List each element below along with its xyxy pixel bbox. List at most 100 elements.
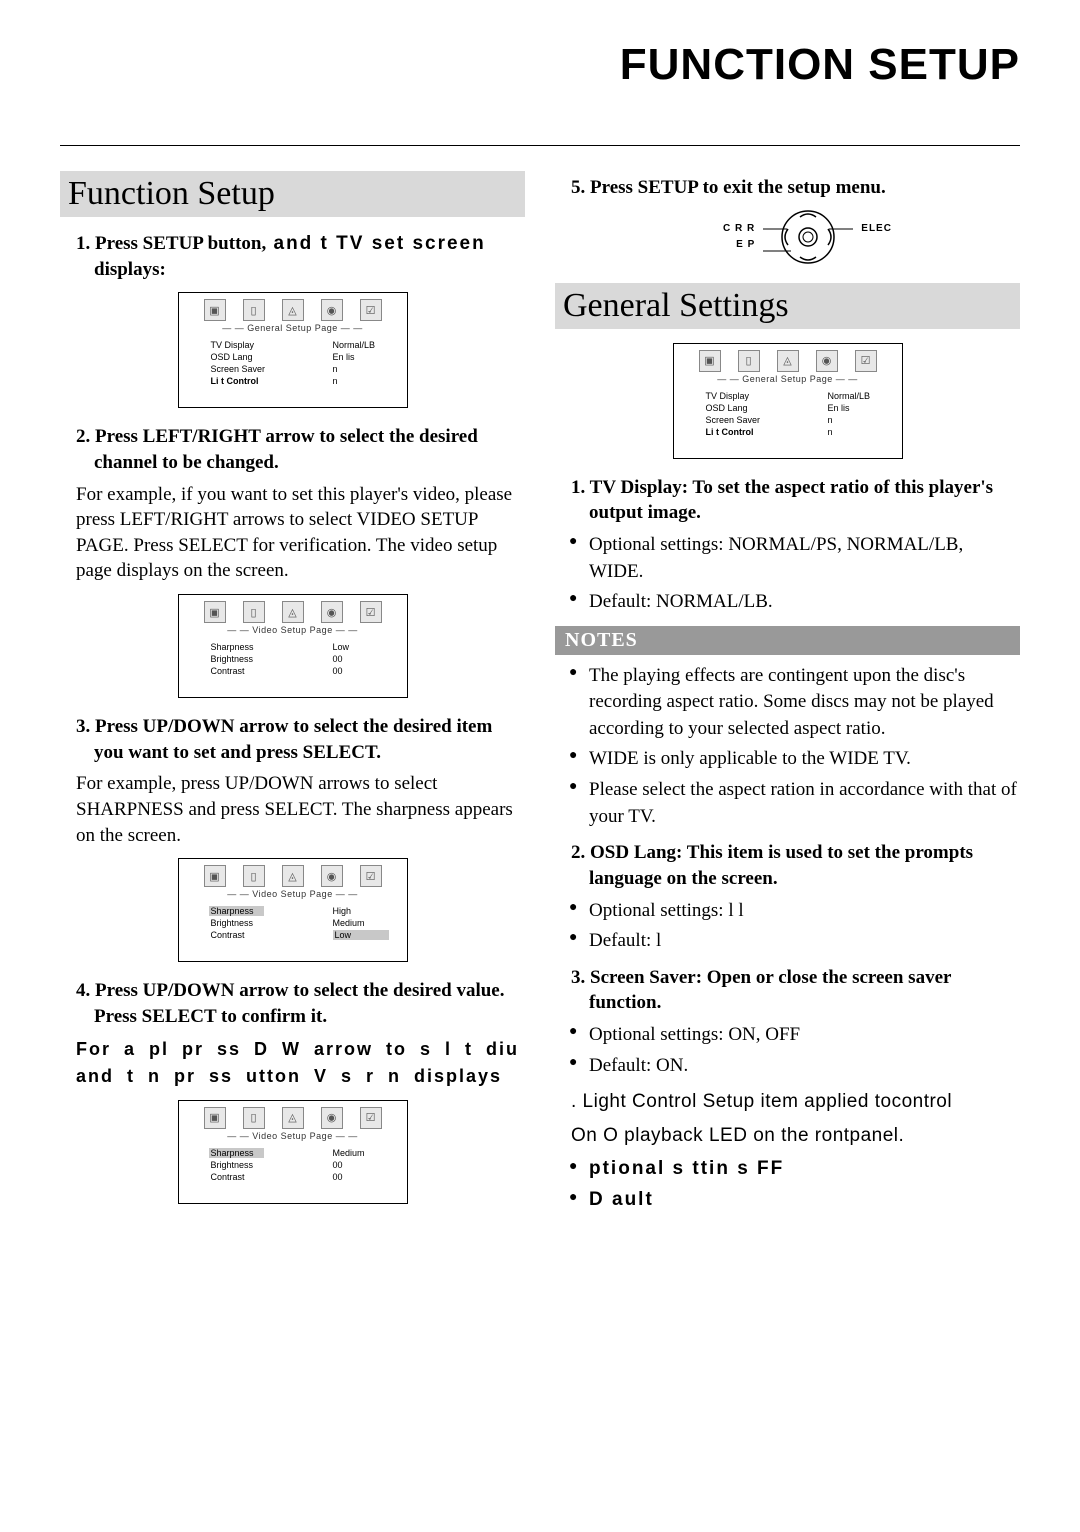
osd-val: Low	[333, 930, 389, 940]
screen-saver-bullets: Optional settings: ON, OFF Default: ON.	[555, 1022, 1020, 1079]
osd-val: Normal/LB	[828, 391, 884, 401]
remote-label-right: ELEC	[861, 221, 892, 253]
osd-key: Screen Saver	[211, 364, 333, 374]
osd-key: Brightness	[211, 918, 333, 928]
bullet-item: Optional settings: NORMAL/PS, NORMAL/LB,…	[569, 532, 1020, 585]
osd-general-setup-2: ▣ ▯ ◬ ◉ ☑ — — General Setup Page — — TV …	[673, 343, 903, 459]
osd-video-setup-2: ▣ ▯ ◬ ◉ ☑ — — Video Setup Page — — Sharp…	[178, 858, 408, 962]
osd-row: TV DisplayNormal/LB	[682, 390, 894, 402]
step-2-para: For example, if you want to set this pla…	[68, 482, 525, 585]
osd-key: Sharpness	[209, 1148, 264, 1158]
remote-diagram: C R R E P ELEC	[595, 207, 1020, 267]
speaker-icon: ▯	[243, 601, 265, 623]
step-2: 2. Press LEFT/RIGHT arrow to select the …	[68, 424, 525, 475]
globe-icon: ◉	[321, 299, 343, 321]
speaker-icon: ▯	[738, 350, 760, 372]
osd-row: Contrast00	[187, 665, 399, 677]
note-icon: ◬	[282, 601, 304, 623]
osd-val: High	[333, 906, 389, 916]
step-4-example: For a pl pr ss D W arrow to s l t diu an…	[76, 1036, 525, 1090]
osd-key: Brightness	[211, 1160, 333, 1170]
osd-video-setup-1: ▣ ▯ ◬ ◉ ☑ — — Video Setup Page — — Sharp…	[178, 594, 408, 698]
osd-row: Brightness00	[187, 1159, 399, 1171]
check-icon: ☑	[360, 299, 382, 321]
osd-row: BrightnessMedium	[187, 917, 399, 929]
speaker-icon: ▯	[243, 299, 265, 321]
osd-row: SharpnessLow	[187, 641, 399, 653]
light-control-para1: . Light Control Setup item applied tocon…	[563, 1089, 1020, 1115]
osd-row: OSD LangEn lis	[187, 351, 399, 363]
monitor-icon: ▣	[204, 1107, 226, 1129]
right-column: 5. Press SETUP to exit the setup menu. C…	[555, 171, 1020, 1224]
spacer	[264, 906, 333, 916]
osd-key: Sharpness	[211, 642, 333, 652]
bullet-item: The playing effects are contingent upon …	[569, 663, 1020, 743]
osd-lang-bullets: Optional settings: l l Default: l	[555, 898, 1020, 955]
osd-key: OSD Lang	[706, 403, 828, 413]
osd-icon-row: ▣ ▯ ◬ ◉ ☑	[187, 1107, 399, 1129]
note-icon: ◬	[777, 350, 799, 372]
step-3-para: For example, press UP/DOWN arrows to sel…	[68, 771, 525, 848]
bullet-item: Optional settings: ON, OFF	[569, 1022, 1020, 1049]
step-1-thin: and t TV set screen	[266, 233, 486, 254]
osd-row: Screen Savern	[187, 363, 399, 375]
osd-key: TV Display	[706, 391, 828, 401]
step-1-cont: displays:	[94, 259, 166, 280]
osd-val: En lis	[828, 403, 884, 413]
osd-row: Li t Controln	[682, 426, 894, 438]
bullet-item: D ault	[569, 1187, 1020, 1214]
two-column-layout: Function Setup 1. Press SETUP button, an…	[60, 171, 1020, 1224]
osd-row: Li t Controln	[187, 375, 399, 387]
bullet-item: Default: l	[569, 928, 1020, 955]
osd-key: Li t Control	[706, 427, 828, 437]
osd-row: TV DisplayNormal/LB	[187, 339, 399, 351]
remote-label-cursor: C R R	[723, 221, 755, 237]
notes-bullets: The playing effects are contingent upon …	[555, 663, 1020, 831]
osd-icon-row: ▣ ▯ ◬ ◉ ☑	[187, 601, 399, 623]
monitor-icon: ▣	[204, 601, 226, 623]
osd-val: n	[828, 427, 884, 437]
horizontal-rule	[60, 145, 1020, 146]
light-control-para2: On O playback LED on the rontpanel.	[563, 1123, 1020, 1149]
remote-label-elec: ELEC	[861, 221, 892, 237]
check-icon: ☑	[855, 350, 877, 372]
section-header-general-settings: General Settings	[555, 283, 1020, 329]
osd-lang-heading: 2. OSD Lang: This item is used to set th…	[563, 840, 1020, 891]
osd-val: 00	[333, 1160, 389, 1170]
osd-val: Medium	[333, 1148, 389, 1158]
osd-val: n	[333, 376, 389, 386]
osd-val: 00	[333, 1172, 389, 1182]
check-icon: ☑	[360, 601, 382, 623]
globe-icon: ◉	[321, 1107, 343, 1129]
globe-icon: ◉	[816, 350, 838, 372]
osd-val: n	[333, 364, 389, 374]
tv-display-bullets: Optional settings: NORMAL/PS, NORMAL/LB,…	[555, 532, 1020, 616]
osd-key: Contrast	[211, 1172, 333, 1182]
osd-key: Screen Saver	[706, 415, 828, 425]
osd-row: Brightness00	[187, 653, 399, 665]
page-title: FUNCTION SETUP	[60, 40, 1020, 90]
osd-row: Screen Savern	[682, 414, 894, 426]
spacer	[264, 1148, 333, 1158]
check-icon: ☑	[360, 1107, 382, 1129]
remote-label-left: C R R E P	[723, 221, 755, 253]
osd-row: OSD LangEn lis	[682, 402, 894, 414]
section-header-function-setup: Function Setup	[60, 171, 525, 217]
osd-row: Sharpness Medium	[187, 1147, 399, 1159]
osd-key: Contrast	[211, 666, 333, 676]
monitor-icon: ▣	[699, 350, 721, 372]
bullet-item: Optional settings: l l	[569, 898, 1020, 925]
osd-val: Normal/LB	[333, 340, 389, 350]
tv-display-heading: 1. TV Display: To set the aspect ratio o…	[563, 475, 1020, 526]
osd-icon-row: ▣ ▯ ◬ ◉ ☑	[187, 299, 399, 321]
osd-key: Brightness	[211, 654, 333, 664]
step-5: 5. Press SETUP to exit the setup menu.	[563, 175, 1020, 201]
bullet-item: ptional s ttin s FF	[569, 1156, 1020, 1183]
note-icon: ◬	[282, 299, 304, 321]
osd-heading: — — Video Setup Page — —	[187, 625, 399, 635]
osd-key: TV Display	[211, 340, 333, 350]
light-control-bullets: ptional s ttin s FF D ault	[555, 1156, 1020, 1213]
speaker-icon: ▯	[243, 1107, 265, 1129]
osd-row: Contrast00	[187, 1171, 399, 1183]
osd-key: Sharpness	[209, 906, 264, 916]
